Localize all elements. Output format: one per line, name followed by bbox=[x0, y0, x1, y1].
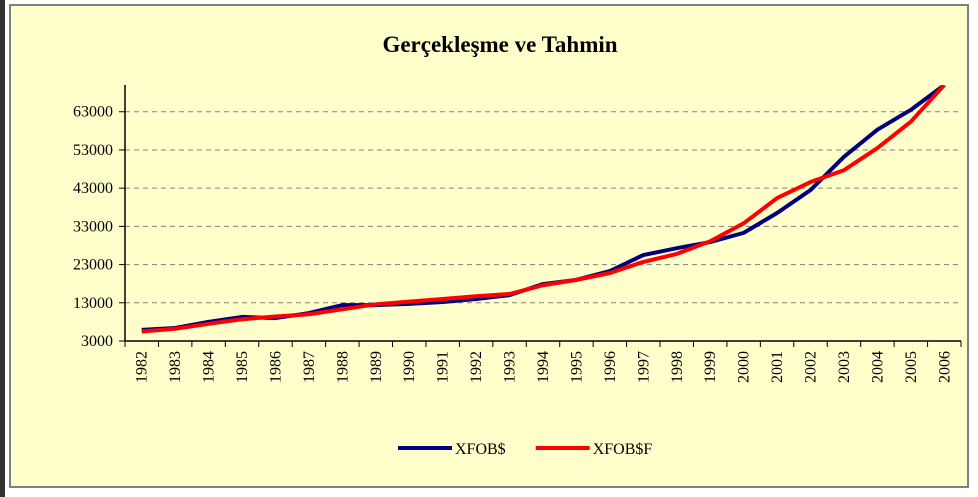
x-tick-label: 1984 bbox=[201, 351, 218, 383]
x-tick-label: 1996 bbox=[602, 351, 619, 383]
x-tick-label: 2001 bbox=[769, 351, 786, 383]
x-tick-label: 1990 bbox=[401, 351, 418, 383]
x-tick-label: 2000 bbox=[736, 351, 753, 383]
x-tick-label: 2004 bbox=[869, 351, 886, 383]
x-tick-label: 1993 bbox=[502, 351, 519, 383]
x-tick-label: 2003 bbox=[836, 351, 853, 383]
x-tick-label: 1995 bbox=[568, 351, 585, 383]
plot bbox=[141, 85, 946, 334]
legend-label: XFOB$F bbox=[593, 441, 653, 458]
y-tick-label: 63000 bbox=[73, 104, 113, 121]
x-tick-label: 1983 bbox=[167, 351, 184, 383]
x-tick-label: 1986 bbox=[267, 351, 284, 383]
x-tick-label: 1997 bbox=[635, 351, 652, 383]
x-tick-label: 2002 bbox=[803, 351, 820, 383]
x-tick-label: 1982 bbox=[134, 351, 151, 383]
legend-label: XFOB$ bbox=[455, 441, 506, 458]
y-tick-label: 33000 bbox=[73, 218, 113, 235]
x-tick-label: 1989 bbox=[368, 351, 385, 383]
y-tick-label: 23000 bbox=[73, 257, 113, 274]
series-line bbox=[141, 85, 946, 334]
x-tick-label: 2006 bbox=[936, 351, 953, 383]
x-tick-label: 1992 bbox=[468, 351, 485, 383]
x-tick-label: 1985 bbox=[234, 351, 251, 383]
x-tick-label: 1988 bbox=[334, 351, 351, 383]
chart-title: Gerçekleşme ve Tahmin bbox=[382, 32, 617, 57]
x-tick-label: 1994 bbox=[535, 351, 552, 383]
frame-edge bbox=[0, 0, 5, 497]
y-tick-label: 53000 bbox=[73, 142, 113, 159]
x-tick-label: 2005 bbox=[903, 351, 920, 383]
x-tick-label: 1998 bbox=[669, 351, 686, 383]
x-tick-label: 1991 bbox=[435, 351, 452, 383]
chart-area bbox=[9, 4, 969, 488]
y-tick-label: 43000 bbox=[73, 180, 113, 197]
x-tick-label: 1999 bbox=[702, 351, 719, 383]
y-tick-label: 3000 bbox=[81, 333, 113, 350]
x-tick-label: 1987 bbox=[301, 351, 318, 383]
y-tick-label: 13000 bbox=[73, 295, 113, 312]
